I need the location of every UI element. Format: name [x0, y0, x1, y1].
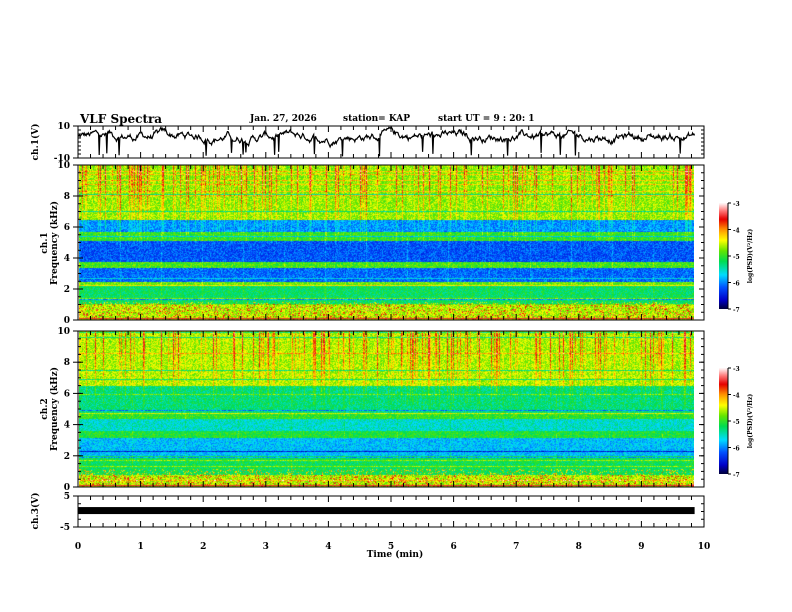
date-label: Jan. 27, 2026: [250, 114, 317, 124]
colorbar-tick-label: -4: [733, 393, 740, 400]
y-tick-label: 5: [64, 492, 70, 502]
colorbar-tick-label: -7: [733, 307, 740, 314]
y-tick-label: 4: [64, 421, 70, 431]
ch1-y-axis-label: ch.1(V): [30, 124, 41, 161]
x-tick-label: 8: [576, 542, 582, 552]
ch1-spectrogram-panel: 0 2 4 6 8 10 ch.1 Frequency (kHz): [40, 161, 705, 326]
y-tick-label: 8: [64, 358, 70, 368]
ch1-colorbar: [719, 203, 728, 309]
x-tick-label: 0: [75, 542, 81, 552]
ch2-spectrogram-y-label-channel: ch.2: [40, 398, 50, 419]
colorbar-label: log(PSD)(V²/Hz): [747, 394, 754, 449]
y-tick-label: 2: [64, 285, 70, 295]
ch3-waveform-band: [78, 507, 695, 515]
x-tick-label: 5: [388, 542, 394, 552]
x-tick-label: 9: [638, 542, 644, 552]
x-tick-label: 10: [698, 542, 711, 552]
colorbar-tick-label: -4: [733, 228, 740, 235]
x-axis: 0 1 2 3 4 5 6 7 8 9 10 Time (min): [75, 542, 710, 560]
y-tick-label: 4: [64, 254, 70, 264]
y-tick-label: 2: [64, 452, 70, 462]
x-tick-label: 4: [325, 542, 331, 552]
colorbar-tick-label: -5: [733, 419, 740, 426]
x-tick-label: 3: [263, 542, 269, 552]
ch1-spectrogram-y-label-channel: ch.1: [40, 232, 50, 253]
ch1-spectrogram-frame: [77, 164, 705, 321]
colorbar-tick-label: -7: [733, 472, 740, 479]
start-time-label: start UT = 9 : 20: 1: [438, 114, 535, 124]
colorbar-tick-label: -3: [733, 201, 740, 208]
x-tick-label: 2: [200, 542, 206, 552]
y-tick-label: 0: [64, 316, 70, 326]
ch1-spectrogram-image: [79, 165, 694, 320]
y-tick-label: 6: [64, 389, 70, 399]
ch2-colorbar: [719, 368, 728, 474]
ch1-spectrogram-y-label-frequency: Frequency (kHz): [49, 201, 60, 285]
colorbar-tick-label: -6: [733, 281, 740, 288]
chart-title: VLF Spectra: [80, 112, 163, 126]
y-tick-label: -10: [54, 154, 70, 164]
colorbars: -3 -4 -5 -6 -7 log(PSD)(V²/Hz) -3 -4 -5 -6 -7 log(P…: [727, 201, 754, 479]
ch1-waveform-line: [77, 125, 696, 157]
y-tick-label: 10: [57, 161, 70, 171]
x-tick-label: 1: [137, 542, 143, 552]
y-tick-label: 10: [57, 122, 70, 132]
ch2-spectrogram-y-label-frequency: Frequency (kHz): [49, 367, 60, 451]
y-tick-label: -5: [60, 523, 70, 533]
colorbar-tick-label: -6: [733, 446, 740, 453]
y-tick-label: 8: [64, 192, 70, 202]
y-tick-label: 0: [64, 483, 70, 493]
y-tick-label: 10: [57, 327, 70, 337]
x-axis-label: Time (min): [367, 549, 424, 560]
station-label: station= KAP: [343, 114, 411, 124]
x-tick-label: 7: [513, 542, 519, 552]
ch3-panel: 5 -5 ch.3(V): [30, 492, 705, 533]
ch2-spectrogram-panel: 0 2 4 6 8 10 ch.2 Frequency (kHz): [40, 327, 705, 493]
colorbar-tick-label: -3: [733, 366, 740, 373]
ch1-panel: 10 -10 ch.1(V): [30, 122, 705, 164]
ch3-y-axis-label: ch.3(V): [30, 493, 41, 530]
colorbar-tick-label: -5: [733, 254, 740, 261]
ch2-spectrogram-image: [79, 331, 694, 487]
ch2-spectrogram-frame: [77, 330, 705, 488]
x-tick-label: 6: [450, 542, 456, 552]
y-tick-label: 6: [64, 223, 70, 233]
colorbar-label: log(PSD)(V²/Hz): [747, 229, 754, 284]
